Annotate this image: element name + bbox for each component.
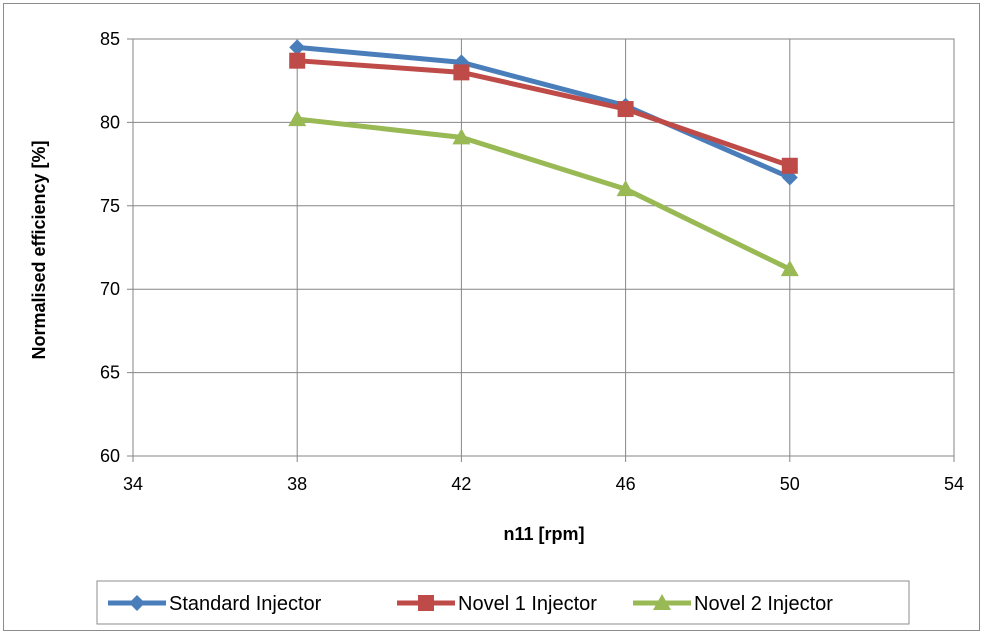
series-lines — [288, 39, 799, 277]
data-point — [289, 39, 306, 56]
x-tick-label: 38 — [287, 474, 307, 494]
legend-item: Novel 2 Injector — [633, 593, 833, 615]
y-axis-title: Normalised efficiency [%] — [29, 140, 49, 359]
legend-marker — [653, 594, 671, 610]
data-point — [452, 128, 471, 145]
x-tick-label: 50 — [780, 474, 800, 494]
x-tick-label: 34 — [123, 474, 143, 494]
grid-lines — [127, 38, 955, 462]
x-axis-title: n11 [rpm] — [503, 524, 584, 544]
legend: Standard Injector Novel 1 Injector Novel 2… — [108, 593, 833, 615]
legend-marker — [418, 595, 434, 611]
y-tick-label: 75 — [100, 196, 120, 216]
data-point — [617, 101, 634, 118]
series-line — [294, 116, 793, 272]
series-2 — [289, 52, 798, 174]
y-tick-label: 70 — [100, 279, 120, 299]
chart-frame — [3, 3, 980, 631]
legend-box — [96, 580, 910, 625]
data-point — [289, 52, 306, 69]
y-tick-label: 60 — [100, 446, 120, 466]
legend-label: Novel 1 Injector — [458, 593, 597, 615]
data-point — [288, 110, 307, 127]
series-line — [294, 44, 793, 180]
x-tick-label: 54 — [944, 474, 964, 494]
y-tick-label: 65 — [100, 363, 120, 383]
plot-area — [132, 38, 955, 457]
series-line — [294, 58, 793, 169]
data-point — [616, 180, 635, 197]
data-point — [781, 157, 798, 174]
legend-label: Novel 2 Injector — [694, 593, 833, 615]
data-point — [453, 64, 470, 81]
legend-item: Standard Injector — [108, 593, 322, 615]
tick-labels: 60 65 70 75 80 85 34 38 42 46 50 54 — [100, 29, 964, 494]
y-tick-label: 85 — [100, 29, 120, 49]
y-tick-label: 80 — [100, 112, 120, 132]
legend-item: Novel 1 Injector — [397, 593, 597, 615]
legend-label: Standard Injector — [169, 593, 322, 615]
data-point — [780, 260, 799, 277]
series-3 — [288, 110, 799, 277]
x-tick-label: 46 — [616, 474, 636, 494]
x-tick-label: 42 — [451, 474, 471, 494]
legend-marker — [129, 595, 145, 611]
